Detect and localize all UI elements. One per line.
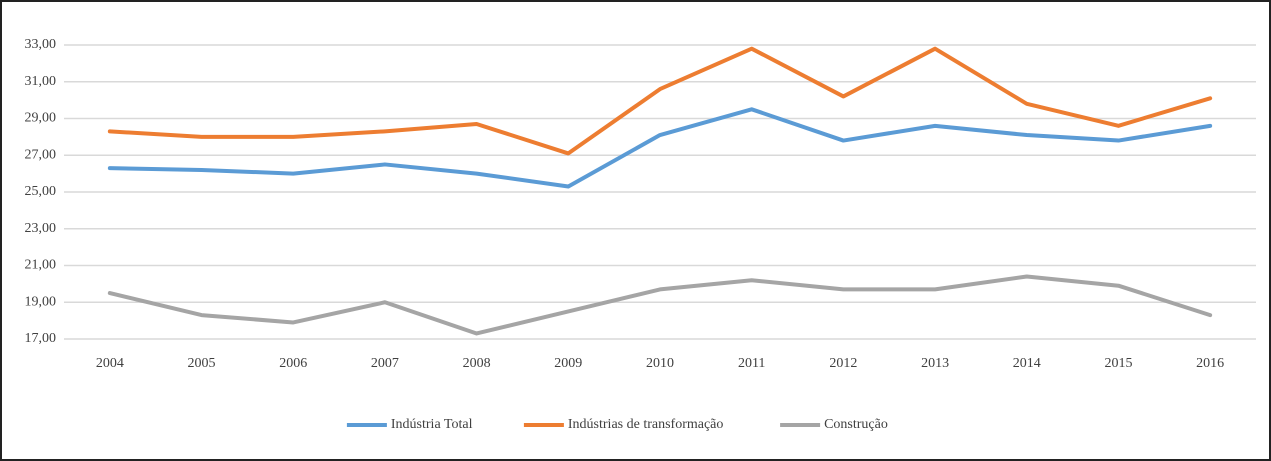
y-tick-label: 33,00 — [25, 37, 57, 52]
x-tick-label: 2011 — [738, 356, 765, 371]
y-tick-label: 21,00 — [25, 258, 57, 273]
x-tick-label: 2009 — [554, 356, 582, 371]
legend-label: Indústria Total — [391, 417, 473, 432]
x-tick-label: 2008 — [463, 356, 491, 371]
x-tick-label: 2006 — [279, 356, 307, 371]
x-tick-label: 2016 — [1196, 356, 1224, 371]
y-tick-label: 27,00 — [25, 147, 57, 162]
y-tick-label: 29,00 — [25, 111, 57, 126]
x-tick-label: 2010 — [646, 356, 674, 371]
x-tick-label: 2012 — [829, 356, 857, 371]
y-tick-label: 19,00 — [25, 294, 57, 309]
x-tick-label: 2013 — [921, 356, 949, 371]
series-line — [107, 274, 1213, 336]
series-line — [107, 107, 1213, 189]
x-tick-label: 2007 — [371, 356, 399, 371]
x-tick-label: 2014 — [1013, 356, 1041, 371]
legend-label: Indústrias de transformação — [568, 417, 724, 432]
y-tick-label: 31,00 — [25, 74, 57, 89]
x-tick-label: 2005 — [188, 356, 216, 371]
legend-label: Construção — [824, 417, 888, 432]
y-tick-label: 17,00 — [25, 331, 57, 346]
series-line — [107, 46, 1213, 156]
x-tick-label: 2015 — [1104, 356, 1132, 371]
y-tick-label: 23,00 — [25, 221, 57, 236]
x-tick-label: 2004 — [96, 356, 124, 371]
y-tick-label: 25,00 — [25, 184, 57, 199]
